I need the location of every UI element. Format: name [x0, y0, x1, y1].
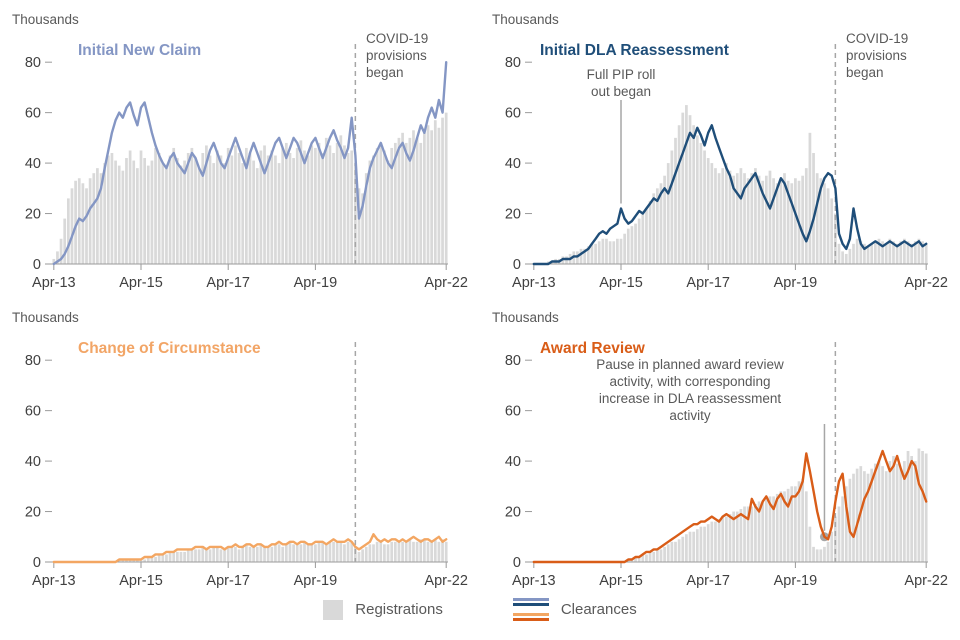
panel-change-of-circumstance: Thousands 0 20 40 60 80 Apr-13 Apr-15 Apr-17 Apr…	[0, 298, 480, 596]
clearances-line-blue-light	[512, 598, 549, 601]
clearances-line	[532, 124, 928, 266]
y-axis-unit-label: Thousands	[12, 310, 79, 325]
annotation-text-line: activity, with corresponding	[609, 374, 771, 389]
y-tick-label: 0	[513, 257, 521, 273]
x-tick-label: Apr-17	[206, 573, 250, 589]
annotation-text-line: Full PIP roll	[586, 67, 656, 82]
x-tick-label: Apr-17	[686, 275, 730, 291]
x-tick-label: Apr-17	[206, 275, 250, 291]
legend-clearances-label: Clearances	[560, 601, 637, 618]
y-tick-label: 60	[25, 404, 41, 420]
y-axis-unit-label: Thousands	[492, 12, 559, 27]
x-tick-label: Apr-19	[294, 275, 338, 291]
y-tick-label: 80	[25, 353, 41, 369]
registrations-swatch	[323, 599, 344, 620]
x-tick-label: Apr-15	[119, 573, 163, 589]
clearances-line	[52, 533, 448, 564]
annotation-text-line: Pause in planned award review	[596, 357, 784, 372]
annotation-text-line: COVID-19	[846, 31, 909, 46]
x-tick-label: Apr-22	[904, 573, 948, 589]
panel-initial-dla-reassessment: Thousands 0 20 40 60 80 Apr-13 Apr-15 Apr-17 Apr…	[480, 0, 960, 298]
legend: Registrations Clearances	[0, 598, 960, 621]
annotation-text-line: provisions	[366, 48, 427, 63]
y-tick-label: 60	[25, 106, 41, 122]
axes: 0 20 40 60 80 Apr-13 Apr-15 Apr-17 Apr-19 Apr-22	[25, 353, 468, 589]
annotation-text-line: began	[846, 65, 884, 80]
y-tick-label: 80	[25, 55, 41, 71]
x-tick-label: Apr-15	[599, 573, 643, 589]
x-tick-label: Apr-19	[774, 573, 818, 589]
registrations-bars	[117, 539, 448, 562]
annotation-text-line: began	[366, 65, 404, 80]
x-tick-label: Apr-13	[32, 275, 76, 291]
legend-item-registrations: Registrations	[323, 599, 443, 620]
change-of-circumstance-chart: 0 20 40 60 80 Apr-13 Apr-15 Apr-17 Apr-19 Apr-22	[25, 342, 468, 589]
y-tick-label: 20	[25, 505, 41, 521]
x-tick-label: Apr-15	[599, 275, 643, 291]
y-tick-label: 80	[505, 55, 521, 71]
x-tick-label: Apr-22	[424, 275, 468, 291]
axes: 0 20 40 60 80 Apr-13 Apr-15 Apr-17 Apr-19 Apr-22	[505, 353, 948, 589]
y-tick-label: 80	[505, 353, 521, 369]
registrations-bars	[626, 448, 928, 562]
legend-registrations-label: Registrations	[355, 601, 443, 618]
covid-annotation-label: COVID-19 provisions began	[366, 30, 470, 81]
panel-award-review: Thousands 0 20 40 60 80 Apr-13 Apr-15 Apr-17 Apr…	[480, 298, 960, 596]
panel-initial-new-claim: Thousands 0 20 40 60 80 Apr-13 Apr-15 Apr-17 Apr…	[0, 0, 480, 298]
clearances-line-orange-light	[512, 613, 549, 616]
clearances-line	[532, 449, 928, 564]
y-tick-label: 40	[25, 156, 41, 172]
x-tick-label: Apr-19	[294, 573, 338, 589]
annotation-text-line: provisions	[846, 48, 907, 63]
y-tick-label: 0	[513, 555, 521, 571]
clearances-line	[52, 61, 448, 266]
chart-title-initial-dla-reassessment: Initial DLA Reassessment	[540, 42, 729, 59]
x-tick-label: Apr-22	[904, 275, 948, 291]
y-tick-label: 0	[33, 257, 41, 273]
registrations-bars	[546, 105, 928, 264]
y-tick-label: 40	[505, 156, 521, 172]
y-tick-label: 20	[505, 505, 521, 521]
covid-annotation-label: COVID-19 provisions began	[846, 30, 950, 81]
annotation-text-line: activity	[669, 408, 711, 423]
pause-annotation-label: Pause in planned award review activity, …	[558, 356, 822, 424]
chart-title-initial-new-claim: Initial New Claim	[78, 42, 202, 59]
chart-title-change-of-circumstance: Change of Circumstance	[78, 340, 261, 357]
award-review-chart: 0 20 40 60 80 Apr-13 Apr-15 Apr-17 Apr-19 Apr-22	[505, 342, 948, 589]
pip-rollout-annotation-label: Full PIP roll out began	[561, 66, 681, 100]
clearances-line-navy	[512, 603, 549, 606]
charts-grid: Thousands 0 20 40 60 80 Apr-13 Apr-15 Apr-17 Apr…	[0, 0, 960, 596]
registrations-bars	[52, 112, 448, 265]
clearances-line-orange-dark	[512, 618, 549, 621]
x-tick-label: Apr-22	[424, 573, 468, 589]
clearances-swatch	[512, 598, 549, 621]
y-tick-label: 40	[505, 454, 521, 470]
y-tick-label: 40	[25, 454, 41, 470]
x-tick-label: Apr-13	[512, 573, 556, 589]
x-tick-label: Apr-19	[774, 275, 818, 291]
y-tick-label: 60	[505, 106, 521, 122]
y-tick-label: 0	[33, 555, 41, 571]
y-tick-label: 60	[505, 404, 521, 420]
y-tick-label: 20	[25, 207, 41, 223]
axes: 0 20 40 60 80 Apr-13 Apr-15 Apr-17 Apr-19 Apr-22	[505, 55, 948, 291]
x-tick-label: Apr-15	[119, 275, 163, 291]
x-tick-label: Apr-13	[32, 573, 76, 589]
annotation-text-line: increase in DLA reassessment	[598, 391, 782, 406]
axes: 0 20 40 60 80 Apr-13 Apr-15 Apr-17 Apr-19 Apr-22	[25, 55, 468, 291]
annotation-text-line: out began	[590, 84, 652, 99]
chart-title-award-review: Award Review	[540, 340, 645, 357]
annotation-text-line: COVID-19	[366, 31, 429, 46]
y-axis-unit-label: Thousands	[492, 310, 559, 325]
y-tick-label: 20	[505, 207, 521, 223]
initial-dla-reassessment-chart: 0 20 40 60 80 Apr-13 Apr-15 Apr-17 Apr-19 Apr-22	[505, 44, 948, 291]
x-tick-label: Apr-13	[512, 275, 556, 291]
y-axis-unit-label: Thousands	[12, 12, 79, 27]
initial-new-claim-chart: 0 20 40 60 80 Apr-13 Apr-15 Apr-17 Apr-19 Apr-22	[25, 44, 468, 291]
x-tick-label: Apr-17	[686, 573, 730, 589]
legend-item-clearances: Clearances	[512, 598, 637, 621]
